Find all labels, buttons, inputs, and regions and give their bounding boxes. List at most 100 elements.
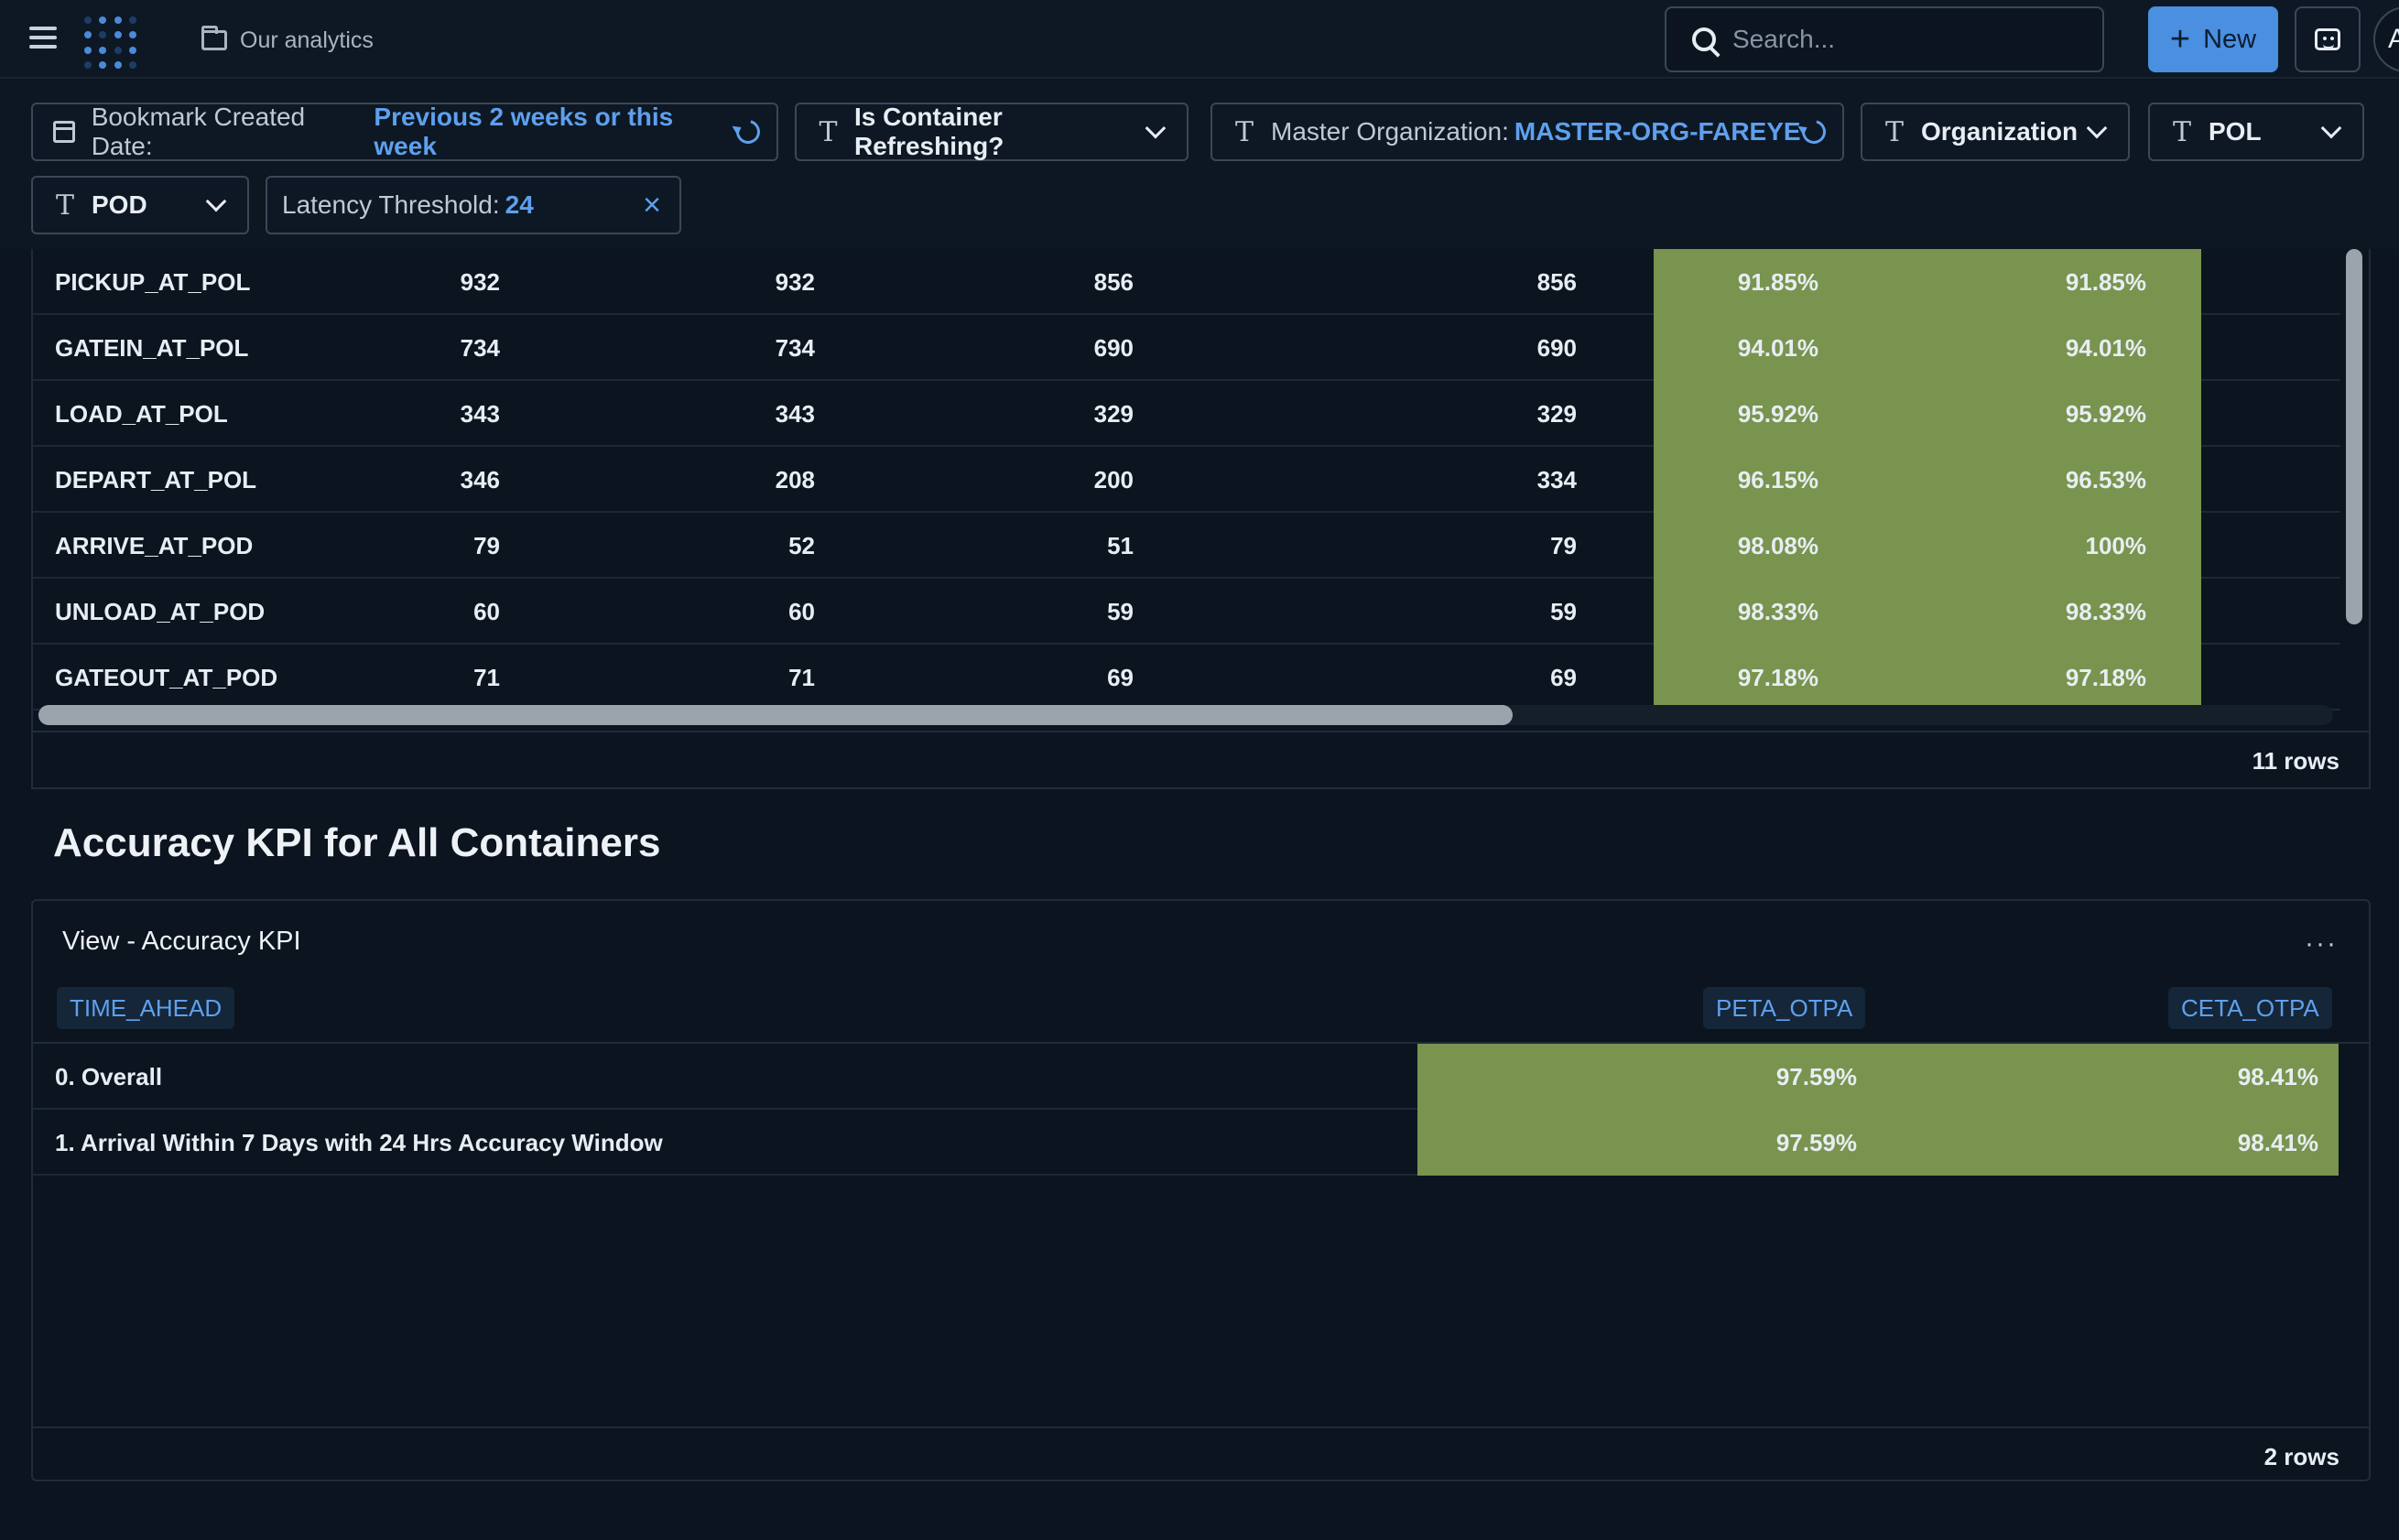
table-cell: 71	[788, 664, 815, 691]
search-icon	[1692, 27, 1716, 51]
table-cell: 79	[1550, 532, 1577, 559]
row-count: 2 rows	[2263, 1443, 2339, 1470]
table-cell: 95.92%	[2065, 400, 2146, 428]
chevron-down-icon	[2320, 117, 2342, 139]
filter-label: POD	[92, 190, 147, 219]
menu-icon[interactable]	[29, 27, 57, 50]
horizontal-scrollbar[interactable]	[38, 705, 2333, 725]
table-cell: 0. Overall	[55, 1063, 163, 1090]
text-type-icon: T	[1884, 115, 1904, 148]
filter-value: 24	[505, 190, 534, 219]
table-cell: 100%	[2085, 532, 2147, 559]
table-cell: 98.41%	[2237, 1063, 2318, 1090]
filter-label: Is Container Refreshing?	[853, 103, 1004, 160]
table-cell: 59	[1550, 598, 1577, 625]
table-cell: GATEIN_AT_POL	[55, 334, 249, 362]
text-type-icon: T	[819, 115, 838, 148]
assistant-button[interactable]	[2295, 6, 2361, 72]
filter-organization[interactable]: T Organization	[1861, 103, 2130, 161]
breadcrumb[interactable]: Our analytics	[201, 22, 374, 59]
column-header-ceta-otpa[interactable]: CETA_OTPA	[2168, 987, 2332, 1029]
app-logo[interactable]	[84, 16, 139, 71]
search-box[interactable]	[1665, 6, 2104, 72]
section-title: Accuracy KPI for All Containers	[53, 820, 661, 865]
table-cell: 98.33%	[1737, 598, 1818, 625]
filter-is-container-refreshing[interactable]: T Is Container Refreshing?	[795, 103, 1189, 161]
event-table-panel: PICKUP_AT_POL 932 932 856 856 91.85% 91.85% GAT…	[31, 249, 2371, 789]
table-cell: 932	[460, 268, 500, 296]
table-cell: 690	[1093, 334, 1134, 362]
new-button[interactable]: + New	[2148, 6, 2278, 72]
table-cell: 96.15%	[1737, 466, 1818, 493]
table-cell: 343	[775, 400, 815, 428]
more-options-icon[interactable]: ···	[2305, 928, 2338, 959]
panel-title: View - Accuracy KPI	[62, 927, 301, 956]
table-cell: 59	[1107, 598, 1134, 625]
table-cell: 98.08%	[1737, 532, 1818, 559]
reset-icon[interactable]	[732, 115, 765, 148]
table-cell: 60	[473, 598, 500, 625]
table-cell: 98.33%	[2065, 598, 2146, 625]
table-cell: ARRIVE_AT_POD	[55, 532, 254, 559]
table-cell: 94.01%	[1737, 334, 1818, 362]
avatar-initial: A	[2388, 24, 2399, 54]
column-header-time-ahead[interactable]: TIME_AHEAD	[57, 987, 235, 1029]
table-row: 1. Arrival Within 7 Days with 24 Hrs Acc…	[33, 1110, 2339, 1176]
top-bar: Our analytics + New A	[0, 0, 2399, 79]
table-cell: LOAD_AT_POL	[55, 400, 228, 428]
table-cell: 856	[1093, 268, 1134, 296]
table-cell: 71	[473, 664, 500, 691]
filter-master-organization[interactable]: T Master Organization: MASTER-ORG-FAREYE	[1210, 103, 1844, 161]
table-cell: 98.41%	[2237, 1129, 2318, 1156]
table-cell: 97.18%	[2065, 664, 2146, 691]
table-cell: 97.59%	[1775, 1129, 1857, 1156]
table-cell: 97.18%	[1737, 664, 1818, 691]
table-cell: 69	[1550, 664, 1577, 691]
filter-label: Master Organization:	[1271, 117, 1509, 146]
table-cell: 91.85%	[1737, 268, 1818, 296]
filter-latency-threshold[interactable]: Latency Threshold: 24 ×	[266, 176, 681, 234]
filter-label: Latency Threshold:	[282, 190, 500, 219]
table-row: PICKUP_AT_POL 932 932 856 856 91.85% 91.85%	[33, 249, 2340, 315]
table-cell: UNLOAD_AT_POD	[55, 598, 266, 625]
table-cell: 329	[1093, 400, 1134, 428]
filter-value: Previous 2 weeks or this week	[374, 103, 674, 160]
table-row: DEPART_AT_POL 346 208 200 334 96.15% 96.53%	[33, 447, 2340, 513]
text-type-icon: T	[1234, 115, 1254, 148]
table-cell: 856	[1536, 268, 1577, 296]
text-type-icon: T	[55, 189, 74, 222]
chevron-down-icon	[205, 190, 227, 212]
plus-icon: +	[2169, 20, 2191, 59]
row-count: 11 rows	[2252, 747, 2339, 775]
filter-bookmark-created-date[interactable]: Bookmark Created Date: Previous 2 weeks …	[31, 103, 778, 161]
table-cell: 208	[775, 466, 815, 493]
filter-bar: Bookmark Created Date: Previous 2 weeks …	[0, 81, 2399, 249]
table-cell: 52	[788, 532, 815, 559]
avatar[interactable]: A	[2373, 6, 2399, 72]
table-cell: 95.92%	[1737, 400, 1818, 428]
text-type-icon: T	[2172, 115, 2191, 148]
column-header-peta-otpa[interactable]: PETA_OTPA	[1703, 987, 1866, 1029]
table-cell: 60	[788, 598, 815, 625]
reset-icon[interactable]	[1797, 115, 1830, 148]
table-row: UNLOAD_AT_POD 60 60 59 59 98.33% 98.33%	[33, 579, 2340, 645]
table-cell: GATEOUT_AT_POD	[55, 664, 278, 691]
filter-pod[interactable]: T POD	[31, 176, 249, 234]
table-cell: PICKUP_AT_POL	[55, 268, 251, 296]
close-icon[interactable]: ×	[643, 188, 661, 222]
table-cell: 96.53%	[2065, 466, 2146, 493]
accuracy-kpi-panel: View - Accuracy KPI ··· TIME_AHEAD PETA_…	[31, 899, 2371, 1481]
table-cell: 91.85%	[2065, 268, 2146, 296]
assistant-icon	[2315, 28, 2340, 50]
folder-icon	[201, 26, 227, 50]
table-row: LOAD_AT_POL 343 343 329 329 95.92% 95.92%	[33, 381, 2340, 447]
filter-label: POL	[2209, 117, 2262, 146]
calendar-icon	[53, 121, 75, 143]
table-row: ARRIVE_AT_POD 79 52 51 79 98.08% 100%	[33, 513, 2340, 579]
table-cell: 94.01%	[2065, 334, 2146, 362]
search-input[interactable]	[1732, 25, 2080, 54]
filter-pol[interactable]: T POL	[2148, 103, 2364, 161]
vertical-scrollbar[interactable]	[2346, 249, 2362, 698]
table-cell: 1. Arrival Within 7 Days with 24 Hrs Acc…	[55, 1129, 663, 1156]
breadcrumb-label: Our analytics	[240, 27, 374, 53]
